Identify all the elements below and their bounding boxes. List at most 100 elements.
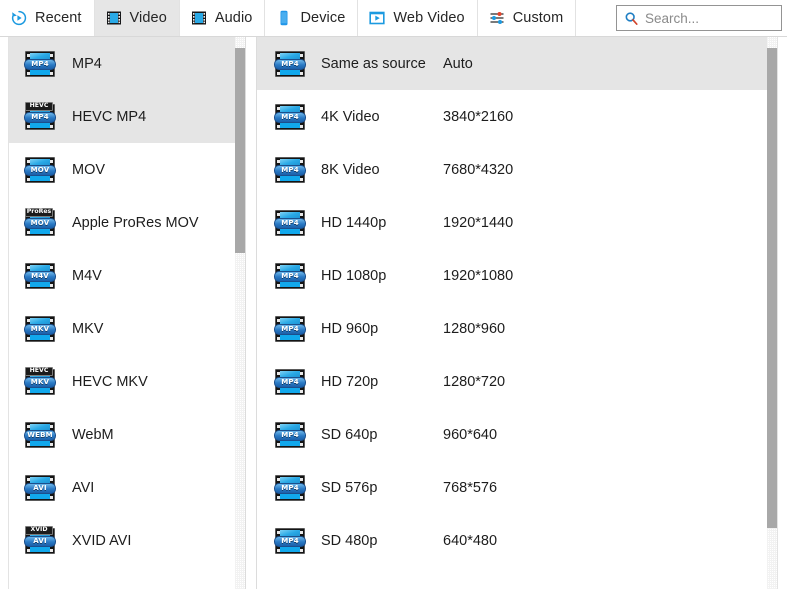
format-row[interactable]: ProRes MOV Apple ProRes MOV (9, 196, 245, 249)
format-icon: MP4 (273, 102, 307, 132)
format-icon: ProRes MOV (23, 207, 57, 238)
preset-row-resolution: 3840*2160 (443, 108, 514, 125)
format-badge: MP4 (274, 58, 306, 70)
format-badge: MKV (24, 376, 56, 388)
format-badge: M4V (24, 270, 56, 282)
preset-row[interactable]: MP4 4K Video 3840*2160 (257, 90, 777, 143)
format-badge: MP4 (274, 376, 306, 388)
preset-list-pane: MP4 Same as source Auto MP4 4K Video 384… (256, 37, 778, 589)
format-row[interactable]: XVID AVI XVID AVI (9, 514, 245, 567)
format-row[interactable]: MKV MKV (9, 302, 245, 355)
preset-row[interactable]: MP4 SD 480p 640*480 (257, 514, 777, 567)
film-frame (280, 370, 300, 379)
film-frame (280, 317, 300, 326)
format-row-label: AVI (72, 479, 95, 496)
film-frame (30, 331, 50, 340)
preset-row-resolution: 1280*960 (443, 320, 506, 337)
preset-row[interactable]: MP4 HD 1080p 1920*1080 (257, 249, 777, 302)
format-row[interactable]: AVI AVI (9, 461, 245, 514)
format-badge: MOV (24, 217, 56, 229)
format-badge: AVI (24, 482, 56, 494)
format-row-label: MOV (72, 161, 106, 178)
preset-row-label: 8K Video (321, 161, 380, 178)
preset-row-label: SD 640p (321, 426, 378, 443)
tab-web-video[interactable]: Web Video (358, 0, 478, 36)
film-frame (280, 119, 300, 128)
tab-recent-label: Recent (35, 10, 82, 26)
format-badge: MP4 (24, 58, 56, 70)
preset-row[interactable]: MP4 8K Video 7680*4320 (257, 143, 777, 196)
scrollbar-track[interactable] (235, 37, 245, 589)
film-frame (30, 278, 50, 287)
codec-badge: HEVC (25, 101, 53, 111)
film-frame (280, 490, 300, 499)
format-badge: AVI (24, 535, 56, 547)
film-frame (30, 384, 50, 393)
tab-device[interactable]: Device (265, 0, 359, 36)
format-row[interactable]: HEVC MKV HEVC MKV (9, 355, 245, 408)
format-list-scrollbar[interactable] (235, 37, 245, 589)
format-row-label: HEVC MP4 (72, 108, 147, 125)
tab-audio[interactable]: Audio (179, 0, 266, 36)
format-icon: MP4 (273, 367, 307, 397)
format-row-label: MP4 (72, 55, 102, 72)
film-frame (30, 476, 50, 485)
film-frame (280, 476, 300, 485)
format-badge: MOV (24, 164, 56, 176)
codec-badge: HEVC (25, 366, 53, 376)
preset-row-label: HD 960p (321, 320, 379, 337)
preset-row[interactable]: MP4 HD 960p 1280*960 (257, 302, 777, 355)
format-row-label: XVID AVI (72, 532, 132, 549)
search-input[interactable] (645, 10, 770, 26)
format-icon: MKV (23, 314, 57, 344)
film-frame (280, 264, 300, 273)
search-icon (624, 11, 639, 26)
format-row[interactable]: WEBM WebM (9, 408, 245, 461)
format-icon: MP4 (273, 526, 307, 556)
tab-custom[interactable]: Custom (477, 0, 577, 36)
search-box[interactable] (616, 5, 782, 31)
scrollbar-thumb[interactable] (767, 48, 777, 528)
film-frame (30, 490, 50, 499)
film-frame (280, 172, 300, 181)
film-frame (30, 264, 50, 273)
tab-custom-label: Custom (512, 10, 564, 26)
codec-badge: XVID (25, 525, 53, 535)
format-icon: HEVC MP4 (23, 101, 57, 132)
film-frame (30, 119, 50, 128)
preset-row-resolution: 768*576 (443, 479, 498, 496)
preset-row-resolution: 640*480 (443, 532, 498, 549)
play-box-icon (368, 9, 386, 27)
film-frame (30, 437, 50, 446)
preset-row[interactable]: MP4 Same as source Auto (257, 37, 777, 90)
tab-recent[interactable]: Recent (0, 0, 95, 36)
film-frame (30, 543, 50, 552)
scrollbar-thumb[interactable] (235, 48, 245, 253)
format-badge: MKV (24, 323, 56, 335)
format-icon: AVI (23, 473, 57, 503)
film-frame (280, 66, 300, 75)
format-row[interactable]: HEVC MP4 HEVC MP4 (9, 90, 245, 143)
preset-row[interactable]: MP4 HD 720p 1280*720 (257, 355, 777, 408)
preset-row-label: 4K Video (321, 108, 380, 125)
format-icon: MP4 (273, 473, 307, 503)
format-row[interactable]: M4V M4V (9, 249, 245, 302)
preset-row[interactable]: MP4 HD 1440p 1920*1440 (257, 196, 777, 249)
format-badge: MP4 (274, 429, 306, 441)
preset-list-scrollbar[interactable] (767, 37, 777, 589)
film-frame (280, 278, 300, 287)
film-frame (30, 158, 50, 167)
preset-row[interactable]: MP4 SD 640p 960*640 (257, 408, 777, 461)
tab-video[interactable]: Video (94, 0, 180, 36)
film-frame (280, 543, 300, 552)
format-row[interactable]: MP4 MP4 (9, 37, 245, 90)
preset-row-label: HD 1080p (321, 267, 387, 284)
format-row[interactable]: MOV MOV (9, 143, 245, 196)
film-frame (280, 52, 300, 61)
preset-row[interactable]: MP4 SD 576p 768*576 (257, 461, 777, 514)
phone-icon (275, 9, 293, 27)
format-icon: MP4 (273, 208, 307, 238)
codec-badge: ProRes (25, 207, 53, 217)
preset-row-label: SD 576p (321, 479, 378, 496)
